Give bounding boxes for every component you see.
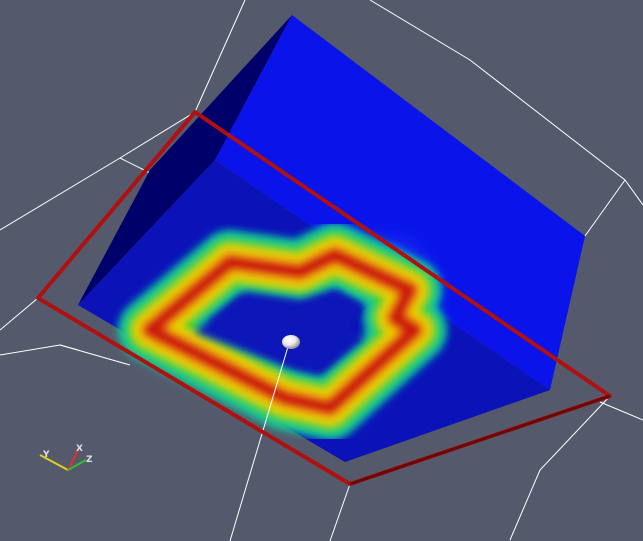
z-axis-line <box>67 459 87 471</box>
contour-isosurface <box>118 223 447 440</box>
probe-sphere[interactable] <box>282 335 300 349</box>
box-widget[interactable] <box>36 110 612 486</box>
z-axis-label: Z <box>86 455 93 465</box>
x-axis-label: X <box>76 444 83 454</box>
y-axis-line <box>39 454 69 471</box>
y-axis-label: Y <box>42 450 50 460</box>
orientation-axes-triad: Y X Z <box>39 444 93 471</box>
x-axis-line <box>67 449 79 471</box>
